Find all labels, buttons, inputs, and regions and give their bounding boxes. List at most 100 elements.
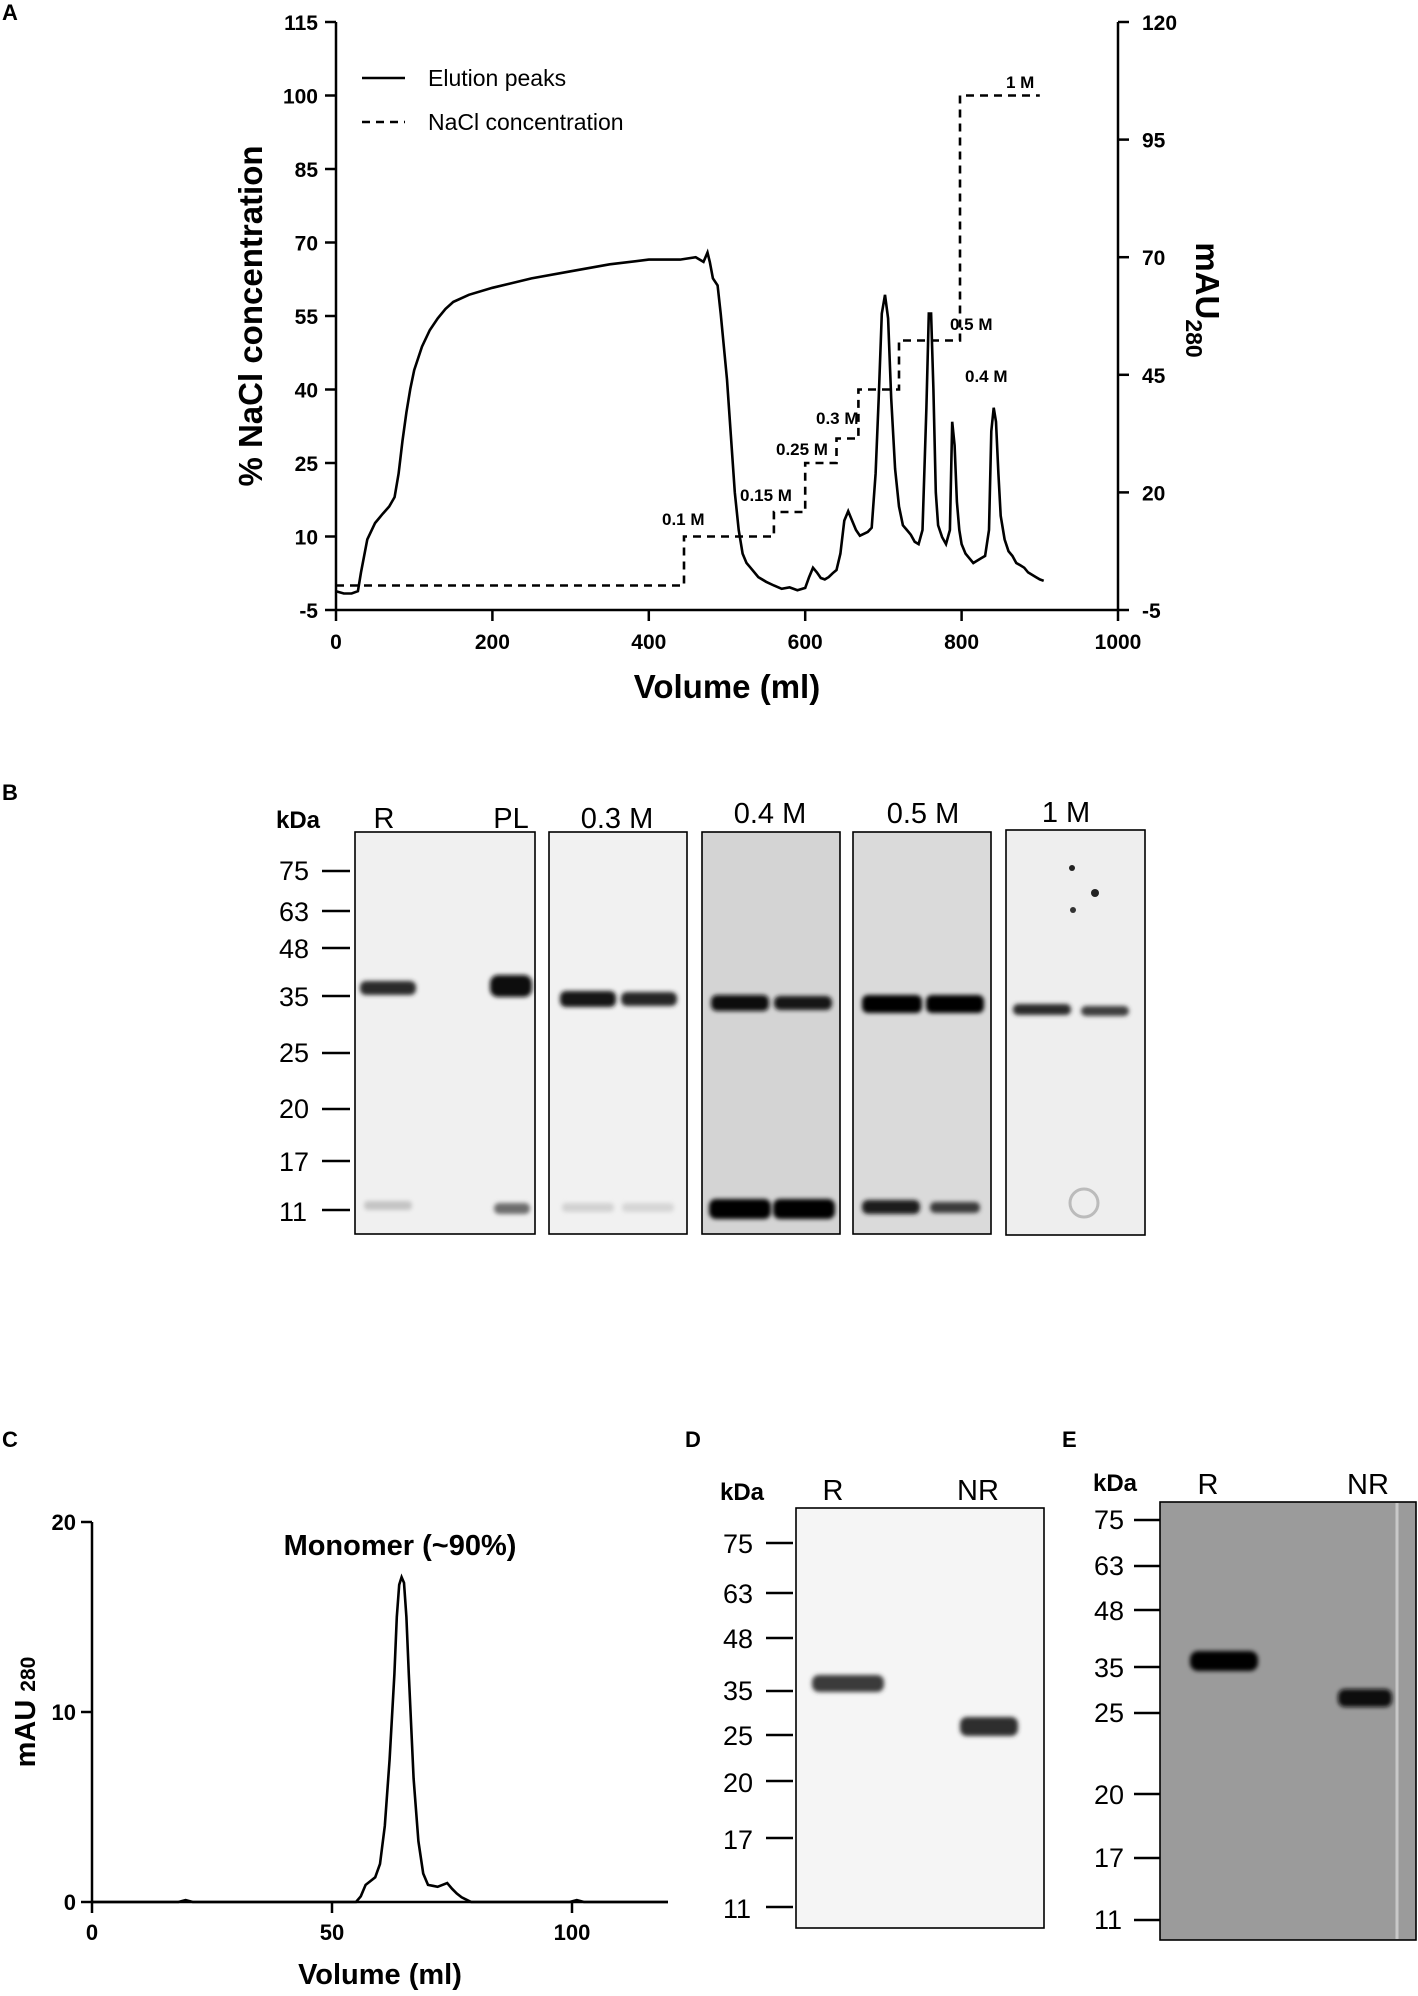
gel-b-lane-0-3m: 0.3 M: [581, 803, 654, 835]
y-tick-label: 0: [64, 1890, 76, 1915]
y2-label-main: mAU: [1189, 242, 1226, 319]
x-tick-label: 800: [944, 631, 979, 654]
marker-35: 35: [1094, 1653, 1124, 1683]
y-tick-label: 70: [295, 233, 318, 256]
y-tick-label: 115: [284, 12, 318, 35]
step-label-0-15m: 0.15 M: [740, 486, 792, 505]
x-tick-label: 0: [86, 1920, 98, 1945]
c-y-label-sub: 280: [17, 1657, 40, 1692]
y-tick-label: 40: [295, 380, 318, 403]
gel-b-bands: [360, 865, 1129, 1219]
marker-75: 75: [1094, 1505, 1124, 1535]
x-tick-label: 50: [320, 1920, 344, 1945]
gel-d-kda-label: kDa: [720, 1479, 765, 1506]
marker-17: 17: [279, 1147, 309, 1177]
gel-artifact: [1070, 907, 1076, 913]
panel-label-e: E: [1062, 1427, 1077, 1452]
marker-20: 20: [279, 1094, 309, 1124]
chart-a-elution-series: [335, 248, 1045, 595]
marker-75: 75: [723, 1529, 753, 1559]
gel-artifact: [1091, 889, 1099, 897]
gel-d-lane-nr: NR: [957, 1475, 999, 1507]
y2-tick-label: 120: [1142, 12, 1177, 35]
marker-11: 11: [723, 1894, 751, 1924]
gel-e: kDa R NR 75 63 48 35 25 20 17 11: [1093, 1469, 1417, 1941]
band: [773, 1199, 835, 1219]
y-tick-label: 10: [295, 527, 318, 550]
marker-35: 35: [279, 982, 309, 1012]
chart-c-title: Monomer (~90%): [284, 1530, 517, 1562]
gel-d-markers: 75 63 48 35 25 20 17 11: [723, 1529, 793, 1924]
band: [709, 1199, 771, 1219]
gel-b-markers: 75 63 48 35 25 20 17 11: [279, 856, 350, 1227]
step-label-0-3m: 0.3 M: [816, 409, 859, 428]
x-tick-label: 200: [475, 631, 510, 654]
marker-75: 75: [279, 856, 309, 886]
y-tick-label: -5: [299, 600, 318, 623]
band: [862, 995, 922, 1013]
chart-a-legend: Elution peaks NaCl concentration: [362, 65, 624, 135]
y2-label-sub: 280: [1181, 319, 1207, 357]
chart-a-nacl-series: [336, 94, 1040, 587]
gel-b-lane-0-5m: 0.5 M: [887, 798, 960, 830]
marker-20: 20: [1094, 1780, 1124, 1810]
marker-48: 48: [1094, 1596, 1124, 1626]
x-tick-label: 600: [788, 631, 823, 654]
gel-b-box-0-5m: [852, 831, 992, 1235]
band: [926, 995, 984, 1013]
step-label-0-1m: 0.1 M: [662, 510, 705, 529]
svg-text:mAU280: mAU 280: [10, 1657, 42, 1768]
y2-tick-label: -5: [1142, 600, 1161, 623]
chart-a-step-labels: 0.1 M 0.15 M 0.25 M 0.3 M 0.4 M 0.5 M 1 …: [662, 73, 1034, 529]
gel-b-kda-label: kDa: [276, 807, 321, 834]
marker-17: 17: [723, 1825, 753, 1855]
panel-label-a: A: [2, 0, 18, 25]
gel-b-lane-0-4m: 0.4 M: [734, 798, 807, 830]
gel-b-box-0-4m: [701, 831, 841, 1235]
band: [812, 1675, 884, 1692]
marker-20: 20: [723, 1768, 753, 1798]
y2-tick-label: 70: [1142, 247, 1165, 270]
x-tick-label: 1000: [1095, 631, 1142, 654]
gel-artifact: [1069, 865, 1075, 871]
chart-c-x-label: Volume (ml): [298, 1959, 462, 1991]
marker-48: 48: [723, 1624, 753, 1654]
band: [1081, 1006, 1129, 1016]
marker-63: 63: [723, 1579, 753, 1609]
gel-b-lane-1m: 1 M: [1042, 797, 1090, 829]
band: [862, 1200, 920, 1214]
step-label-0-5m: 0.5 M: [950, 315, 993, 334]
gel-b-box-0-3m: [548, 831, 688, 1235]
y-tick-label: 20: [52, 1510, 76, 1535]
marker-63: 63: [1094, 1551, 1124, 1581]
band: [960, 1717, 1018, 1736]
band: [560, 991, 616, 1007]
legend-nacl-label: NaCl concentration: [428, 109, 624, 135]
band: [360, 981, 416, 995]
marker-25: 25: [723, 1721, 753, 1751]
band: [711, 995, 769, 1011]
gel-d-lane-r: R: [823, 1475, 844, 1507]
band: [490, 975, 532, 997]
x-tick-label: 100: [554, 1920, 591, 1945]
chart-a: -5 10 25 40 55 70 85 100 115 -5 20 45 70 95 120 0 200 4…: [232, 12, 1226, 705]
gel-b-lane-r: R: [374, 803, 395, 835]
marker-17: 17: [1094, 1843, 1124, 1873]
chart-a-y2-label: mAU280: [1181, 242, 1226, 357]
c-y-label-main: mAU: [10, 1700, 42, 1768]
step-label-1m: 1 M: [1006, 73, 1034, 92]
marker-25: 25: [1094, 1698, 1124, 1728]
gel-e-markers: 75 63 48 35 25 20 17 11: [1094, 1505, 1160, 1935]
panel-label-c: C: [2, 1427, 18, 1452]
x-tick-label: 0: [330, 631, 342, 654]
band: [930, 1202, 980, 1213]
marker-48: 48: [279, 934, 309, 964]
band: [1338, 1689, 1392, 1707]
y-tick-label: 100: [283, 86, 318, 109]
gel-e-box: [1159, 1501, 1417, 1941]
gel-b: kDa R PL 0.3 M 0.4 M 0.5 M 1 M 75 63 48 …: [276, 797, 1146, 1236]
gel-e-kda-label: kDa: [1093, 1470, 1138, 1497]
band: [1013, 1004, 1071, 1015]
